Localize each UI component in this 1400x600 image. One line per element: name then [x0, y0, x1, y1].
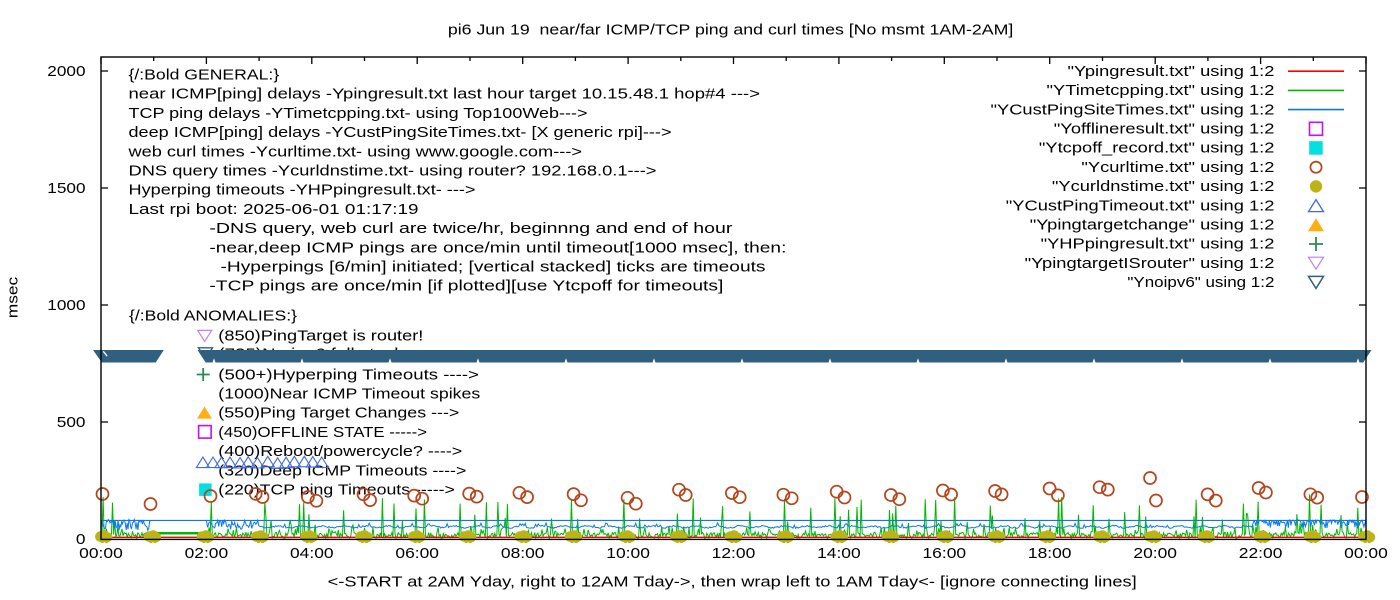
svg-text:{/:Bold ANOMALIES:}: {/:Bold ANOMALIES:} [129, 308, 297, 325]
svg-text:-TCP pings are once/min [if pl: -TCP pings are once/min [if plotted][use… [209, 278, 723, 295]
svg-text:"Ypingresult.txt" using 1:2: "Ypingresult.txt" using 1:2 [1068, 63, 1275, 80]
svg-text:-near,deep ICMP pings are once: -near,deep ICMP pings are once/min until… [209, 239, 786, 256]
svg-text:(500+)Hyperping Timeouts ---->: (500+)Hyperping Timeouts ----> [218, 366, 479, 383]
svg-text:16:00: 16:00 [923, 545, 967, 562]
svg-text:1500: 1500 [47, 180, 85, 197]
svg-text:<-START at 2AM Yday, right to: <-START at 2AM Yday, right to 12AM Tday-… [328, 574, 1137, 591]
svg-text:"YpingtargetISrouter" using 1:: "YpingtargetISrouter" using 1:2 [1025, 255, 1275, 272]
svg-text:12:00: 12:00 [712, 545, 756, 562]
svg-text:2000: 2000 [47, 63, 85, 80]
svg-text:msec: msec [5, 276, 22, 318]
svg-text:near ICMP[ping] delays -Ypingr: near ICMP[ping] delays -Ypingresult.txt … [129, 86, 761, 103]
svg-text:00:00: 00:00 [79, 545, 123, 562]
svg-text:02:00: 02:00 [185, 545, 229, 562]
svg-text:deep ICMP[ping] delays -YCustP: deep ICMP[ping] delays -YCustPingSiteTim… [129, 124, 672, 141]
svg-text:"YHPpingresult.txt" using 1:2: "YHPpingresult.txt" using 1:2 [1041, 236, 1275, 253]
svg-text:Hyperping timeouts -YHPpingres: Hyperping timeouts -YHPpingresult.txt- -… [129, 182, 476, 199]
svg-text:DNS query times -Ycurldnstime.: DNS query times -Ycurldnstime.txt- using… [129, 163, 657, 180]
svg-text:(450)OFFLINE STATE ----->: (450)OFFLINE STATE -----> [218, 424, 427, 441]
svg-text:"Ycurldnstime.txt" using 1:2: "Ycurldnstime.txt" using 1:2 [1052, 178, 1275, 195]
svg-text:"YTimetcpping.txt" using 1:2: "YTimetcpping.txt" using 1:2 [1047, 82, 1275, 99]
svg-text:0: 0 [76, 531, 86, 548]
svg-text:"Yofflineresult.txt" using 1:2: "Yofflineresult.txt" using 1:2 [1054, 121, 1275, 138]
svg-text:"Ynoipv6" using 1:2: "Ynoipv6" using 1:2 [1127, 274, 1274, 291]
svg-text:-DNS query, web curl are twice: -DNS query, web curl are twice/hr, begin… [209, 220, 732, 237]
svg-text:"Ytcpoff_record.txt" using 1:2: "Ytcpoff_record.txt" using 1:2 [1039, 140, 1275, 157]
svg-text:06:00: 06:00 [395, 545, 439, 562]
svg-text:14:00: 14:00 [817, 545, 861, 562]
svg-text:10:00: 10:00 [606, 545, 650, 562]
svg-text:"YCustPingTimeout.txt" using 1: "YCustPingTimeout.txt" using 1:2 [1006, 197, 1275, 214]
svg-text:-Hyperpings [6/min] initiated;: -Hyperpings [6/min] initiated; [vertical… [221, 259, 766, 276]
svg-text:{/:Bold GENERAL:}: {/:Bold GENERAL:} [129, 67, 280, 84]
svg-text:20:00: 20:00 [1133, 545, 1177, 562]
svg-text:00:00: 00:00 [1344, 545, 1388, 562]
svg-text:(550)Ping Target Changes --->: (550)Ping Target Changes ---> [218, 405, 459, 422]
svg-text:(220)TCP ping Timeouts ----->: (220)TCP ping Timeouts -----> [218, 482, 455, 499]
svg-text:Last rpi boot: 2025-06-01 01:1: Last rpi boot: 2025-06-01 01:17:19 [129, 201, 419, 218]
svg-text:18:00: 18:00 [1028, 545, 1072, 562]
svg-text:(1000)Near ICMP Timeout spikes: (1000)Near ICMP Timeout spikes [218, 386, 480, 403]
svg-text:04:00: 04:00 [290, 545, 334, 562]
svg-text:22:00: 22:00 [1239, 545, 1283, 562]
svg-text:pi6 Jun 19 near/far ICMP/TCP: pi6 Jun 19 near/far ICMP/TCP ping and cu… [448, 21, 1014, 38]
svg-text:500: 500 [57, 414, 86, 431]
svg-text:"Ycurltime.txt" using 1:2: "Ycurltime.txt" using 1:2 [1081, 159, 1274, 176]
svg-text:1000: 1000 [47, 297, 85, 314]
svg-text:web curl times -Ycurltime.txt-: web curl times -Ycurltime.txt- using www… [127, 143, 582, 160]
svg-text:"Ypingtargetchange" using 1:2: "Ypingtargetchange" using 1:2 [1030, 217, 1275, 234]
svg-text:(320)Deep ICMP Timeouts ---->: (320)Deep ICMP Timeouts ----> [218, 462, 466, 479]
svg-text:(400)Reboot/powercycle? ---->: (400)Reboot/powercycle? ----> [218, 443, 462, 460]
svg-text:TCP ping delays -YTimetcpping.: TCP ping delays -YTimetcpping.txt- using… [129, 105, 588, 122]
svg-text:"YCustPingSiteTimes.txt" using: "YCustPingSiteTimes.txt" using 1:2 [991, 101, 1275, 118]
svg-text:(850)PingTarget is router!: (850)PingTarget is router! [218, 328, 423, 345]
svg-text:08:00: 08:00 [501, 545, 545, 562]
